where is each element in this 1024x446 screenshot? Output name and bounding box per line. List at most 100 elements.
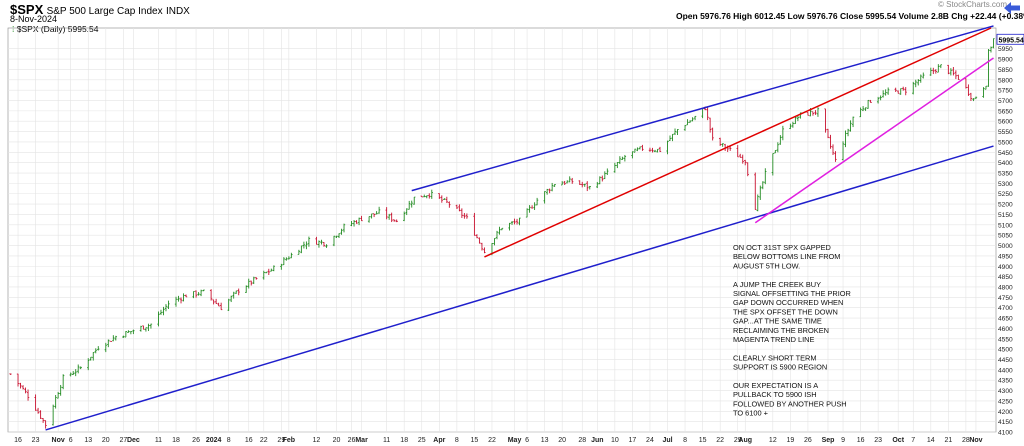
y-tick-label: 5250 [998, 191, 1013, 198]
x-tick-label: 22 [488, 437, 496, 444]
ohlc-bar [217, 302, 220, 307]
x-tick-label: 24 [646, 437, 654, 444]
ohlc-bar [606, 168, 609, 176]
ohlc-bar [114, 335, 118, 341]
ohlc-bar [56, 391, 60, 399]
ohlc-bar [127, 330, 130, 333]
ohlc-bar [974, 96, 978, 100]
x-tick-label: 14 [927, 437, 935, 444]
ohlc-bar [515, 218, 519, 225]
legend-swatch: ⁞ [12, 24, 15, 34]
trendline-trend-magenta [754, 57, 994, 224]
x-tick-label: Aug [738, 437, 752, 444]
x-tick-label: 28 [962, 437, 970, 444]
ohlc-bar [392, 219, 396, 222]
ohlc-bar [250, 280, 253, 286]
ohlc-bar [949, 68, 953, 76]
ohlc-bar [636, 147, 639, 152]
ohlc-bar [794, 116, 797, 125]
ohlc-bar [315, 236, 318, 245]
series-legend: ⁞ $SPX (Daily) 5995.54 [12, 24, 99, 34]
ohlc-bar [237, 288, 240, 296]
y-tick-label: 4200 [998, 409, 1013, 416]
y-tick-label: 5700 [998, 98, 1013, 105]
ohlc-bar [543, 191, 546, 204]
site-credit: © StockCharts.com [938, 0, 1008, 9]
annotation-line: CLEARLY SHORT TERM [733, 353, 817, 362]
x-tick-label: 15 [471, 437, 479, 444]
ohlc-bar [688, 120, 692, 123]
ohlc-bar [255, 277, 258, 280]
ohlc-bar [77, 364, 80, 374]
exchange-label: INDX [165, 6, 190, 17]
ohlc-bar [721, 143, 724, 147]
ohlc-bar [781, 125, 785, 141]
ohlc-bar [736, 145, 739, 158]
annotation-text: ON OCT 31ST SPX GAPPED BELOW BOTTOMS LINE… [733, 243, 851, 418]
annotation-line: GAP DOWN OCCURRED WHEN [733, 298, 843, 307]
ohlc-bar [902, 86, 905, 91]
ohlc-bar [954, 70, 958, 80]
ohlc-bar [513, 218, 516, 225]
x-tick-label: 18 [172, 437, 180, 444]
ohlc-bar [245, 285, 248, 293]
ohlc-bar [51, 404, 55, 426]
x-tick-label: Oct [892, 437, 904, 444]
ohlc-bar [560, 181, 564, 186]
ohlc-bar [881, 90, 885, 98]
ohlc-bar [718, 137, 722, 146]
ohlc-bar [834, 151, 837, 162]
ohlc-bar [184, 294, 188, 298]
ohlc-bar [473, 212, 476, 236]
ohlc-bar [124, 331, 128, 338]
ohlc-bar [262, 270, 265, 280]
ohlc-bar [340, 228, 343, 235]
ohlc-bar [967, 84, 970, 96]
x-tick-label: 15 [699, 437, 707, 444]
x-tick-label: 20 [558, 437, 566, 444]
ohlc-bar [147, 323, 150, 331]
ohlc-bar [791, 121, 795, 128]
x-tick-label: 13 [84, 437, 92, 444]
ohlc-bar [390, 212, 393, 223]
x-tick-label: Apr [433, 437, 445, 444]
x-tick-label: 17 [628, 437, 636, 444]
price-bars [9, 38, 995, 429]
ohlc-bar [337, 233, 341, 238]
ohlc-bar [964, 78, 968, 89]
x-tick-label: Dec [127, 437, 140, 444]
ohlc-bar [367, 216, 371, 223]
ohlc-bar [109, 340, 113, 342]
ohlc-bar [693, 115, 697, 121]
ohlc-bar [618, 156, 622, 165]
x-tick-label: 22 [260, 437, 268, 444]
ohlc-bar [568, 176, 571, 183]
ohlc-bar [596, 181, 599, 189]
y-tick-label: 4450 [998, 357, 1013, 364]
y-tick-label: 5950 [998, 46, 1013, 53]
ohlc-bar [759, 185, 762, 200]
ohlc-bar [671, 133, 674, 142]
ohlc-bar [530, 205, 534, 209]
ohlc-bar [322, 242, 326, 247]
y-tick-label: 5350 [998, 171, 1013, 178]
y-tick-label: 4650 [998, 316, 1013, 323]
ohlc-bar [352, 220, 356, 227]
y-tick-label: 4950 [998, 253, 1013, 260]
ohlc-bar [460, 208, 464, 218]
ohlc-bar [44, 420, 47, 429]
ohlc-bar [229, 295, 233, 303]
ohlc-bar [445, 196, 449, 204]
ohlc-bar [571, 177, 574, 184]
ohlc-bar [774, 150, 777, 154]
annotation-line: TO 6100 + [733, 409, 768, 418]
ohlc-bar [325, 244, 328, 248]
ohlc-bar [61, 374, 65, 390]
ohlc-bar [425, 195, 428, 199]
back-arrow-icon[interactable] [1004, 2, 1020, 14]
annotation-line: FOLLOWED BY ANOTHER PUSH [733, 399, 847, 408]
ohlc-bar [754, 172, 757, 211]
x-tick-label: 6 [69, 437, 73, 444]
ohlc-bar [480, 242, 484, 251]
ohlc-bar [776, 142, 780, 153]
